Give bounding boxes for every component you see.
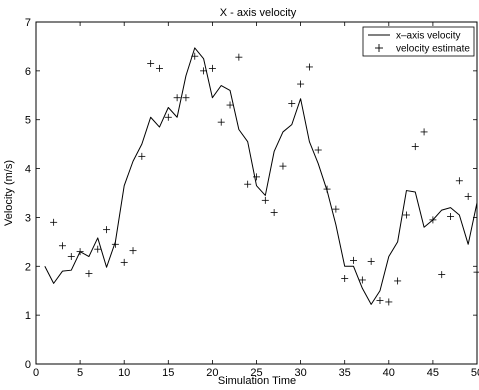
estimate-marker <box>182 94 190 102</box>
x-tick-label: 30 <box>294 367 306 379</box>
y-tick-label: 7 <box>25 17 31 29</box>
estimate-marker <box>350 256 358 264</box>
estimate-marker <box>173 94 181 102</box>
x-tick-label: 50 <box>471 367 479 379</box>
estimate-marker <box>447 212 455 220</box>
chart-title: X - axis velocity <box>220 7 297 19</box>
estimate-marker <box>244 180 252 188</box>
estimate-marker <box>120 258 128 266</box>
estimate-marker <box>103 226 111 234</box>
estimate-marker <box>129 247 137 255</box>
estimate-marker <box>270 209 278 217</box>
estimate-marker <box>67 253 75 261</box>
estimate-marker <box>191 52 199 60</box>
legend-marker-swatch <box>375 44 383 52</box>
estimate-marker <box>420 128 428 136</box>
estimate-marker <box>261 196 269 204</box>
estimate-marker <box>279 162 287 170</box>
x-tick-label: 20 <box>206 367 218 379</box>
estimate-marker <box>358 276 366 284</box>
estimate-marker <box>85 270 93 278</box>
estimate-marker <box>429 216 437 224</box>
estimate-marker <box>226 101 234 109</box>
x-axis: 0 5 10 15 20 25 30 35 40 45 50 <box>33 22 479 379</box>
estimate-marker <box>58 242 66 250</box>
legend-label-estimate: velocity estimate <box>396 44 470 55</box>
plot-area <box>44 47 479 306</box>
y-tick-label: 6 <box>25 66 31 78</box>
x-tick-label: 10 <box>118 367 130 379</box>
y-tick-label: 5 <box>25 115 31 127</box>
estimate-marker <box>402 211 410 219</box>
x-tick-label: 25 <box>250 367 262 379</box>
y-tick-label: 0 <box>25 359 31 371</box>
estimate-marker <box>305 63 313 71</box>
estimate-marker <box>164 113 172 121</box>
estimate-marker <box>111 240 119 248</box>
estimate-marker <box>235 53 243 61</box>
estimate-marker <box>253 173 260 181</box>
x-tick-label: 45 <box>427 367 439 379</box>
estimate-marker <box>94 245 102 253</box>
estimate-marker <box>288 100 296 108</box>
estimate-marker <box>314 146 322 154</box>
estimate-marker <box>367 257 375 265</box>
x-tick-label: 40 <box>383 367 395 379</box>
y-tick-label: 3 <box>25 212 31 224</box>
x-tick-label: 5 <box>77 367 83 379</box>
estimate-marker <box>385 298 393 306</box>
estimate-marker <box>376 296 384 304</box>
estimate-marker <box>155 64 163 72</box>
x-tick-label: 35 <box>339 367 351 379</box>
estimate-marker <box>147 60 155 68</box>
estimate-marker <box>200 67 208 75</box>
estimate-marker <box>138 152 146 160</box>
estimate-marker <box>394 277 402 285</box>
y-tick-label: 1 <box>25 310 31 322</box>
x-tick-label: 0 <box>33 367 39 379</box>
estimate-marker <box>76 248 84 256</box>
estimate-marker <box>332 205 340 213</box>
legend-box <box>362 26 475 57</box>
legend-label-velocity: x–axis velocity <box>396 31 460 42</box>
x-tick-label: 15 <box>162 367 174 379</box>
legend: x–axis velocity velocity estimate <box>362 26 475 57</box>
estimate-marker <box>323 185 331 193</box>
estimate-marker <box>341 275 349 282</box>
velocity-line <box>44 47 478 305</box>
estimate-marker <box>464 192 472 200</box>
estimate-marker <box>50 218 58 226</box>
estimate-marker <box>455 177 463 185</box>
y-axis-label: Velocity (m/s) <box>3 160 15 226</box>
estimate-marker <box>411 143 419 151</box>
estimate-marker <box>297 80 305 88</box>
estimate-marker <box>217 118 225 126</box>
y-axis: 0 1 2 3 4 5 6 7 <box>25 17 477 371</box>
estimate-marker <box>208 64 216 72</box>
y-tick-label: 4 <box>25 164 31 176</box>
y-tick-label: 2 <box>25 261 31 273</box>
estimate-marker <box>438 271 446 279</box>
x-axis-label: Simulation Time <box>218 375 296 387</box>
